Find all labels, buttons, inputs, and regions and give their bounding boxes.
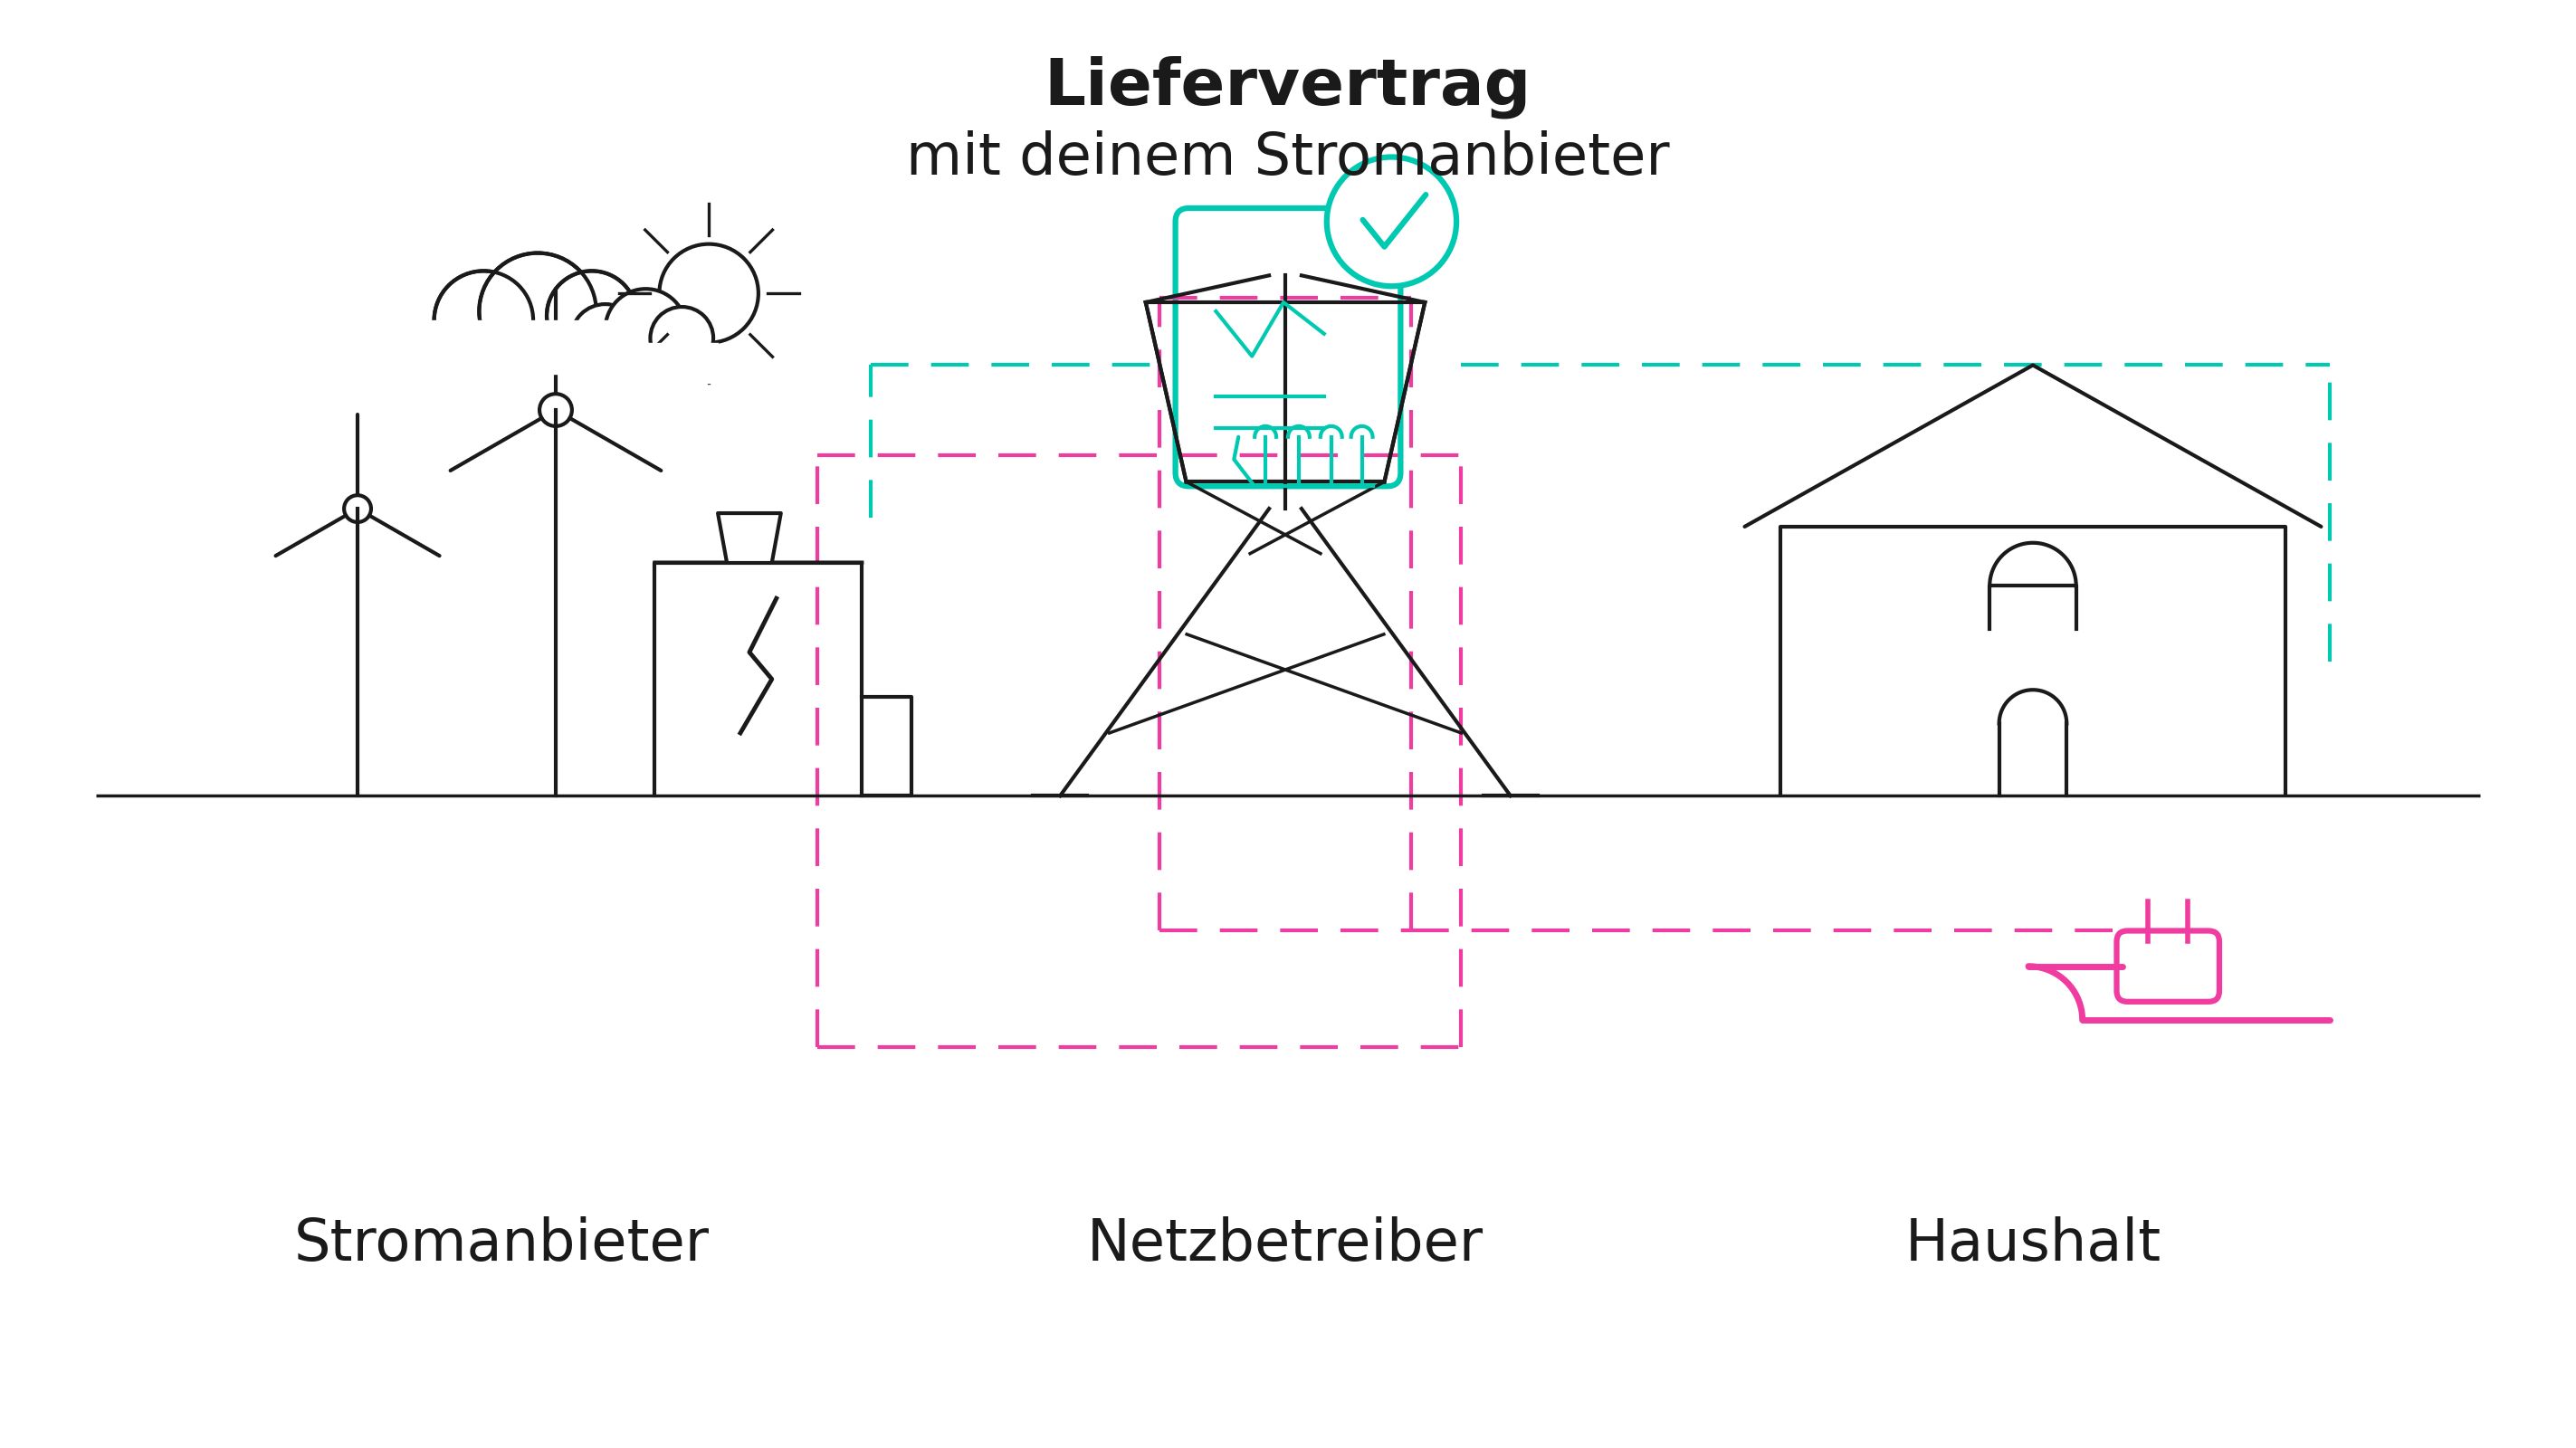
Text: Stromanbieter: Stromanbieter xyxy=(294,1216,708,1273)
Circle shape xyxy=(546,271,636,361)
Circle shape xyxy=(435,271,533,369)
Text: Haushalt: Haushalt xyxy=(1904,1216,2161,1273)
Circle shape xyxy=(649,307,714,369)
Circle shape xyxy=(605,290,685,369)
Circle shape xyxy=(572,304,639,372)
Circle shape xyxy=(479,253,595,369)
Text: Netzbetreiber: Netzbetreiber xyxy=(1087,1216,1484,1273)
Text: mit deinem Stromanbieter: mit deinem Stromanbieter xyxy=(907,130,1669,187)
Circle shape xyxy=(1327,156,1455,287)
Text: Liefervertrag: Liefervertrag xyxy=(1043,55,1533,119)
